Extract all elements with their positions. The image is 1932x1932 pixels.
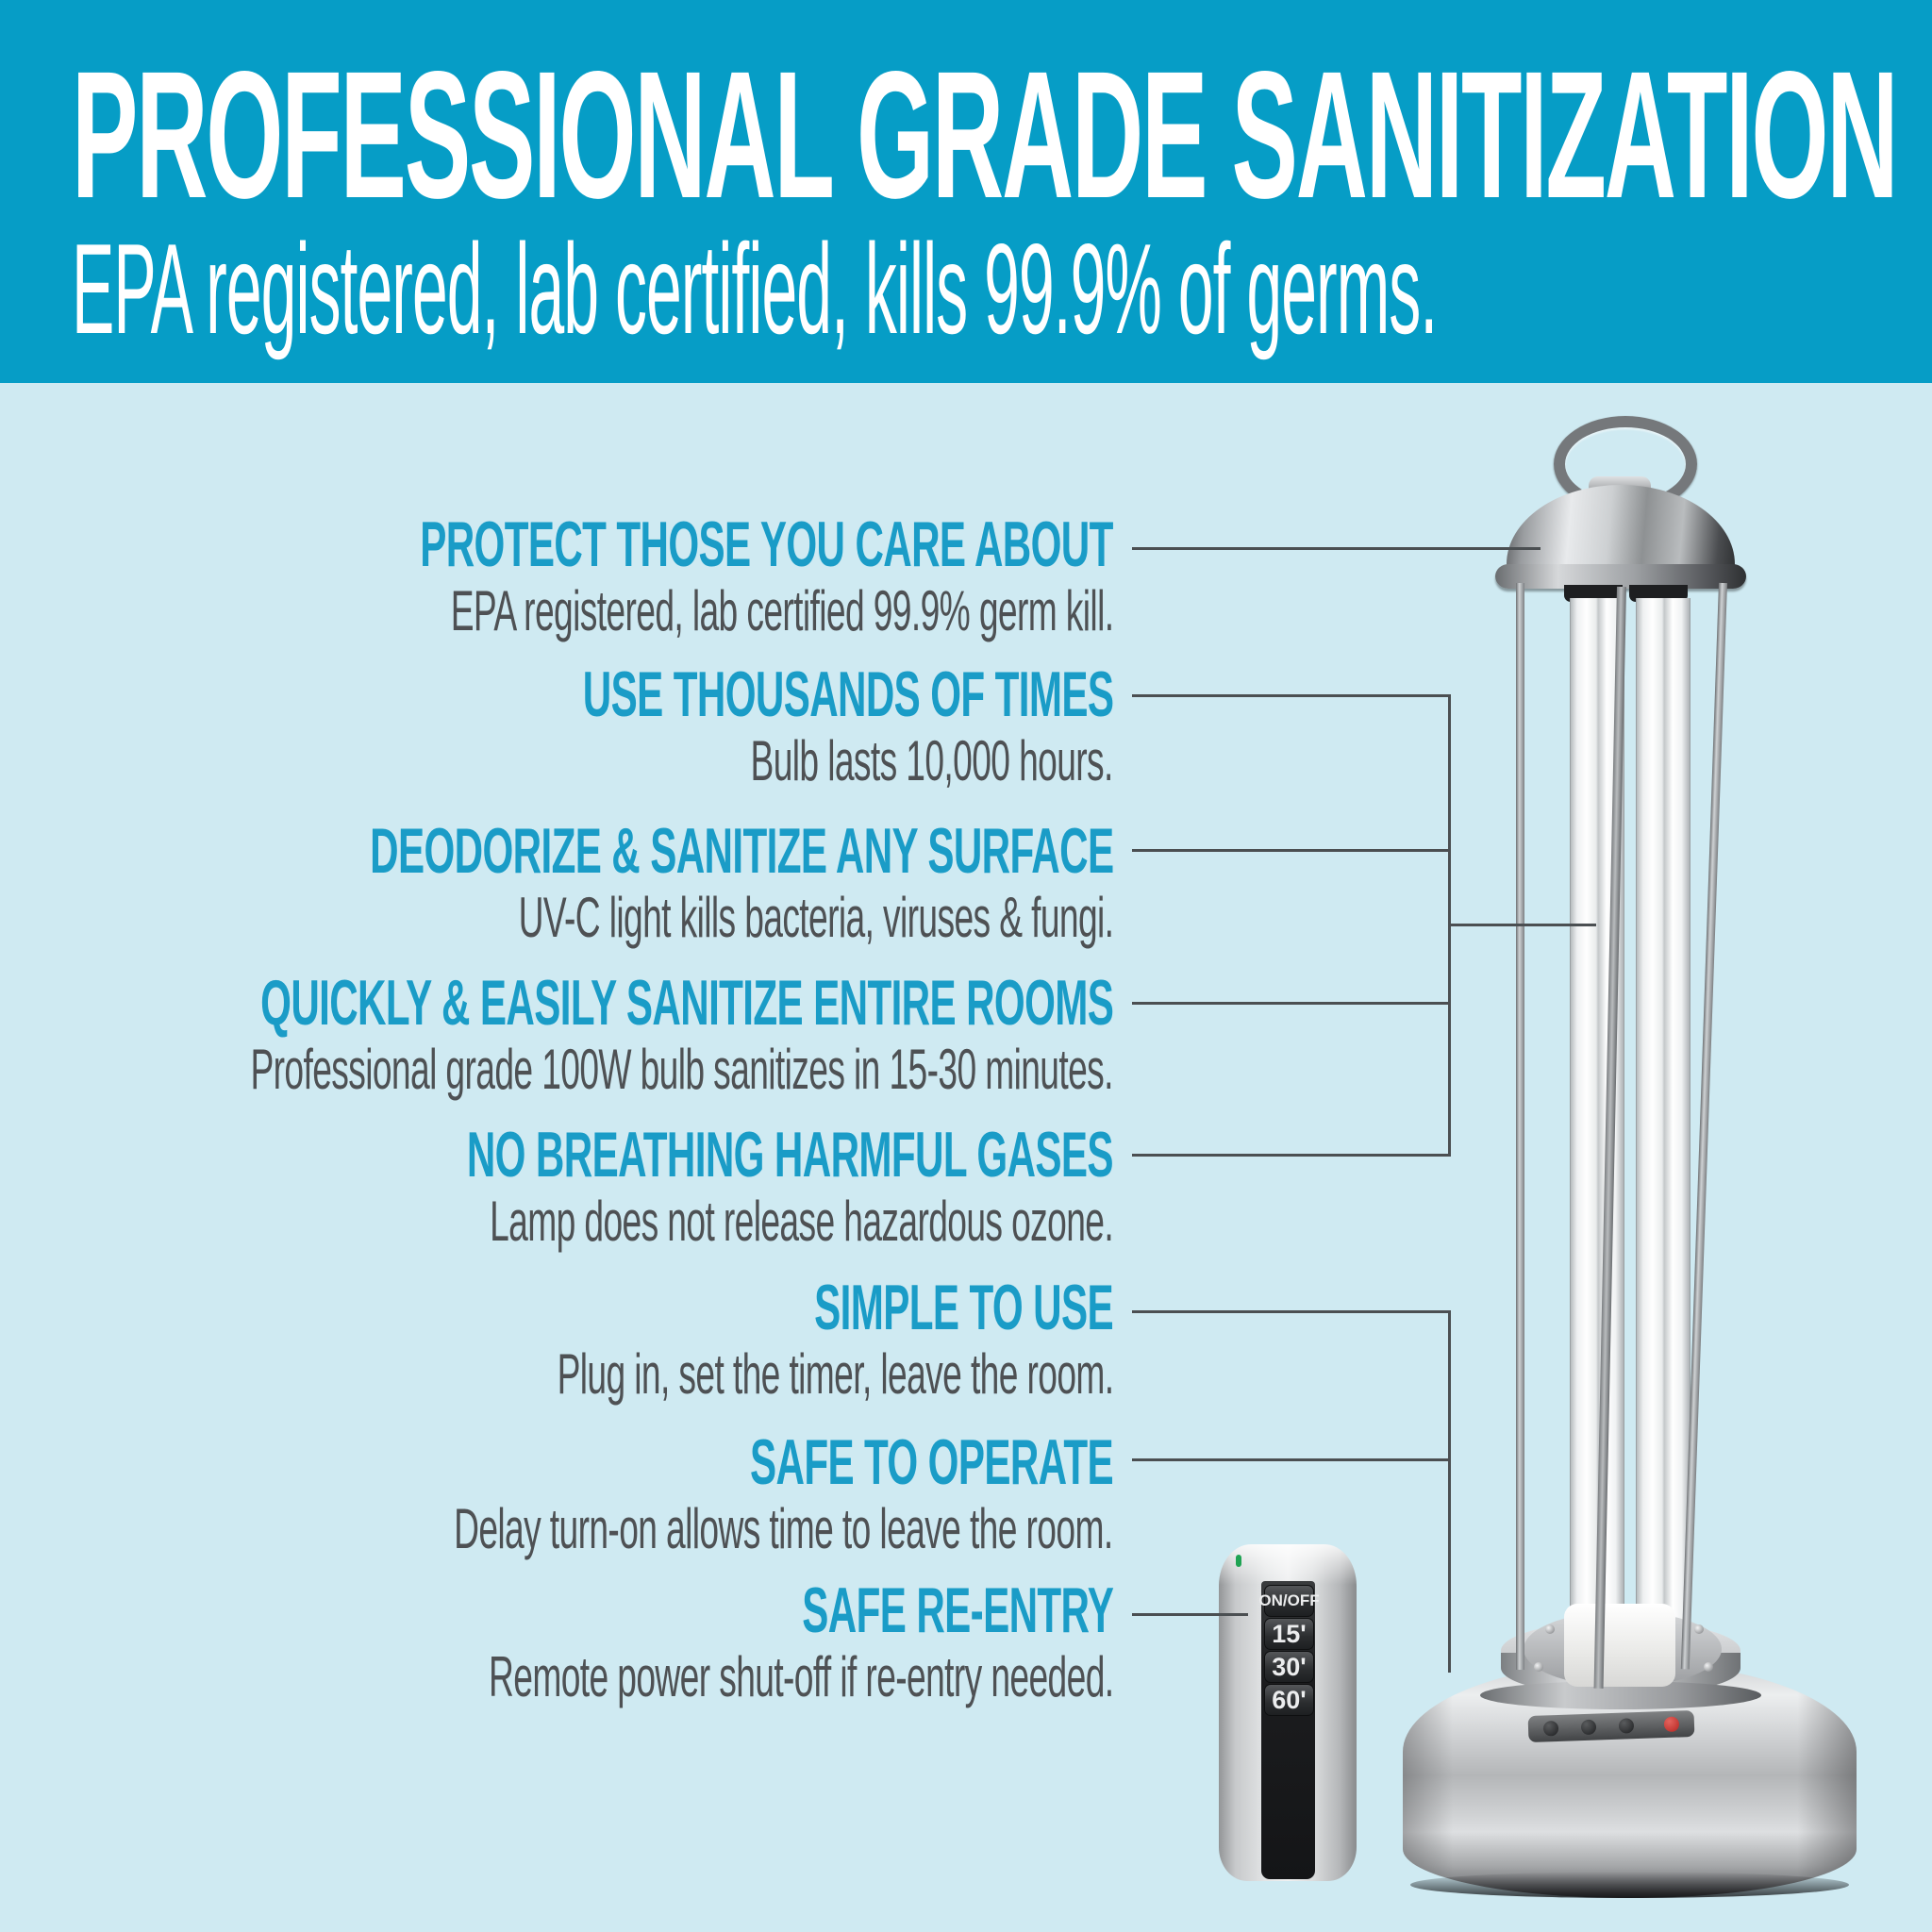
- page-subtitle: EPA registered, lab certified, kills 99.…: [72, 223, 1932, 355]
- feature-row: SAFE RE-ENTRY Remote power shut-off if r…: [106, 1574, 1114, 1708]
- feature-heading: DEODORIZE & SANITIZE ANY SURFACE: [369, 815, 1114, 887]
- feature-description: Plug in, set the timer, leave the room.: [557, 1342, 1114, 1406]
- connector-line-surface: [1132, 849, 1449, 852]
- page-title: PROFESSIONAL GRADE SANITIZATION: [72, 33, 1932, 236]
- connector-line-remote: [1132, 1613, 1248, 1616]
- feature-row: QUICKLY & EASILY SANITIZE ENTIRE ROOMS P…: [0, 967, 1114, 1101]
- feature-description: EPA registered, lab certified 99.9% germ…: [450, 579, 1113, 642]
- lamp-top-cap: [1507, 485, 1735, 575]
- remote-led-icon: [1236, 1555, 1241, 1567]
- feature-row: SIMPLE TO USE Plug in, set the timer, le…: [216, 1274, 1114, 1405]
- feature-heading: SAFE TO OPERATE: [749, 1426, 1114, 1498]
- remote-30min-button: 30': [1264, 1651, 1314, 1683]
- screw: [1704, 1662, 1713, 1672]
- page-subtitle-text: EPA registered, lab certified, kills 99.…: [72, 217, 1438, 360]
- feature-row: SAFE TO OPERATE Delay turn-on allows tim…: [50, 1426, 1114, 1560]
- feature-heading: USE THOUSANDS OF TIMES: [582, 658, 1113, 730]
- lamp-tube-collar: [1629, 585, 1688, 602]
- feature-description: UV-C light kills bacteria, viruses & fun…: [518, 886, 1113, 949]
- screw: [1534, 1662, 1543, 1672]
- feature-description: Bulb lasts 10,000 hours.: [750, 729, 1114, 792]
- connector-line-cap: [1132, 547, 1541, 550]
- lamp-quartz-tube-right: [1636, 598, 1690, 1623]
- lamp-ceramic-socket: [1564, 1604, 1675, 1687]
- connector-line-rooms: [1132, 1002, 1449, 1005]
- feature-description: Lamp does not release hazardous ozone.: [490, 1190, 1114, 1253]
- panel-button-icon: [1542, 1720, 1559, 1737]
- remote-onoff-button: ON/OFF: [1258, 1585, 1320, 1617]
- feature-row: DEODORIZE & SANITIZE ANY SURFACE UV-C li…: [0, 815, 1114, 949]
- connector-line-simple: [1132, 1310, 1449, 1313]
- feature-heading: NO BREATHING HARMFUL GASES: [466, 1119, 1114, 1191]
- connector-line-gases: [1132, 1154, 1449, 1157]
- feature-description: Remote power shut-off if re-entry needed…: [488, 1645, 1114, 1708]
- remote-60min-button: 60': [1264, 1684, 1314, 1716]
- feature-row: NO BREATHING HARMFUL GASES Lamp does not…: [71, 1119, 1114, 1253]
- feature-heading: PROTECT THOSE YOU CARE ABOUT: [420, 508, 1113, 580]
- remote-button-strip: ON/OFF 15' 30' 60': [1258, 1581, 1320, 1879]
- screw: [1694, 1624, 1704, 1634]
- feature-description: Delay turn-on allows time to leave the r…: [454, 1497, 1114, 1560]
- connector-line-operate: [1132, 1458, 1449, 1461]
- page-title-text: PROFESSIONAL GRADE SANITIZATION: [72, 33, 1899, 236]
- lamp-guard-rod-left: [1516, 583, 1524, 1670]
- feature-row: USE THOUSANDS OF TIMES Bulb lasts 10,000…: [258, 661, 1113, 791]
- panel-button-icon: [1618, 1718, 1635, 1734]
- panel-power-button-icon: [1663, 1716, 1680, 1733]
- lamp-cap-rim: [1495, 564, 1746, 589]
- screw: [1545, 1624, 1555, 1634]
- connector-vertical-lower: [1448, 1310, 1451, 1673]
- connector-branch-tube: [1448, 924, 1596, 926]
- lamp-tube-collar: [1564, 585, 1623, 602]
- feature-heading: QUICKLY & EASILY SANITIZE ENTIRE ROOMS: [259, 967, 1114, 1039]
- header-banner: PROFESSIONAL GRADE SANITIZATION EPA regi…: [0, 0, 1932, 383]
- feature-row: PROTECT THOSE YOU CARE ABOUT EPA registe…: [0, 511, 1113, 641]
- feature-description: Professional grade 100W bulb sanitizes i…: [250, 1038, 1114, 1101]
- feature-heading: SIMPLE TO USE: [814, 1272, 1113, 1343]
- feature-heading: SAFE RE-ENTRY: [801, 1574, 1114, 1646]
- connector-line-bulb-life: [1132, 694, 1449, 697]
- remote-15min-button: 15': [1264, 1618, 1314, 1650]
- panel-button-icon: [1580, 1719, 1597, 1736]
